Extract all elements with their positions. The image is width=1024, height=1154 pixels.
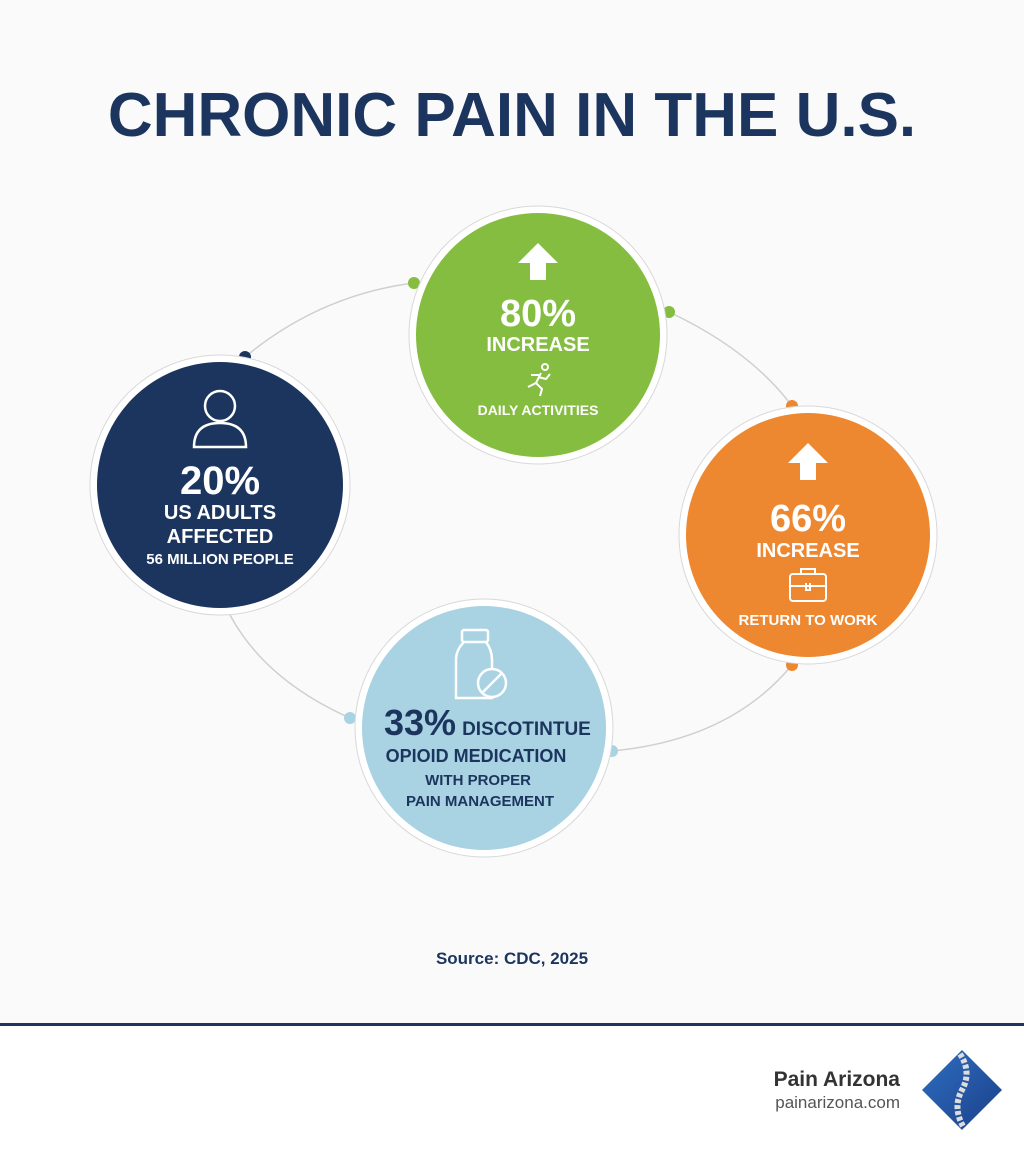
stat-line: 33% DISCOTINTUE xyxy=(384,702,591,743)
arrow-icon xyxy=(518,243,558,280)
stat: 66% xyxy=(770,498,846,540)
footer xyxy=(0,1026,1024,1154)
logo[interactable] xyxy=(922,1050,1002,1130)
stat: 33% xyxy=(384,702,456,743)
circle xyxy=(362,606,606,850)
connector xyxy=(611,664,793,752)
dot xyxy=(663,306,675,318)
stat: 20% xyxy=(180,459,260,503)
arrow-icon xyxy=(788,443,828,480)
label: 56 MILLION PEOPLE xyxy=(146,551,294,568)
label: US ADULTS xyxy=(164,502,276,524)
dot xyxy=(344,712,356,724)
person-icon xyxy=(192,389,248,449)
circle xyxy=(686,413,930,657)
connector xyxy=(668,311,793,407)
dot xyxy=(408,277,420,289)
label: WITH PROPER xyxy=(425,772,531,789)
title: CHRONIC PAIN IN THE U.S. xyxy=(108,81,916,150)
stat: 80% xyxy=(500,293,576,335)
brand-url[interactable]: painarizona.com xyxy=(775,1093,900,1112)
label: PAIN MANAGEMENT xyxy=(406,793,554,810)
label: INCREASE xyxy=(756,540,859,562)
label: OPIOID MEDICATION xyxy=(386,746,567,766)
connector xyxy=(229,614,351,719)
label: AFFECTED xyxy=(167,526,274,548)
briefcase-icon xyxy=(789,568,827,602)
footer-rule xyxy=(0,1023,1024,1026)
brand-name[interactable]: Pain Arizona xyxy=(774,1068,901,1091)
bottle-icon xyxy=(454,628,508,700)
connectors xyxy=(229,282,793,752)
source: Source: CDC, 2025 xyxy=(436,949,588,968)
runner-icon xyxy=(527,363,551,397)
circle xyxy=(97,362,343,608)
connector xyxy=(244,282,415,358)
label: DISCOTINTUE xyxy=(462,719,591,740)
label: DAILY ACTIVITIES xyxy=(478,402,599,418)
label: INCREASE xyxy=(486,334,589,356)
label: RETURN TO WORK xyxy=(739,612,878,629)
circle xyxy=(416,213,660,457)
